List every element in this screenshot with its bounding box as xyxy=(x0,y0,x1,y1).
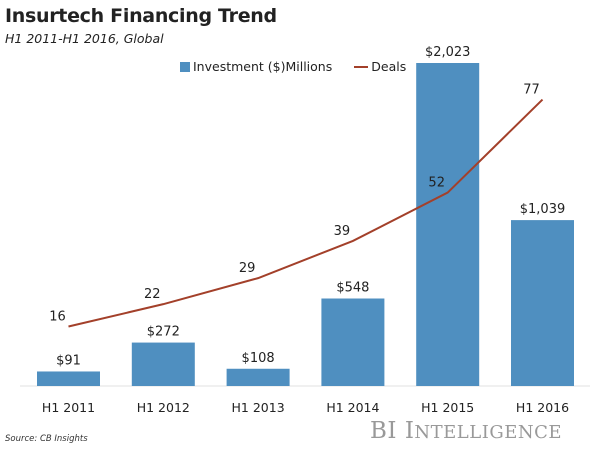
bar-label: $1,039 xyxy=(520,202,566,217)
legend-label-deals: Deals xyxy=(371,59,407,74)
bar-label: $91 xyxy=(56,353,81,368)
deals-label: 52 xyxy=(428,176,445,191)
bar-label: $272 xyxy=(147,325,180,340)
bar-label: $108 xyxy=(242,351,275,366)
bar-H1-2015 xyxy=(416,63,480,386)
bar-H1-2016 xyxy=(511,220,574,386)
bar-label: $2,023 xyxy=(425,45,471,60)
bar-H1-2014 xyxy=(321,298,385,386)
x-tick-label: H1 2012 xyxy=(137,400,190,415)
legend-swatch-investment xyxy=(180,61,190,72)
legend-label-investment: Investment ($)Millions xyxy=(193,59,333,74)
deals-label: 16 xyxy=(49,309,66,324)
x-tick-label: H1 2016 xyxy=(516,400,569,415)
legend-swatch-deals xyxy=(354,65,369,68)
deals-label: 22 xyxy=(144,287,161,302)
chart-title: Insurtech Financing Trend xyxy=(5,5,277,27)
source-note: Source: CB Insights xyxy=(5,434,88,444)
x-tick-label: H1 2013 xyxy=(232,400,285,415)
deals-label: 39 xyxy=(334,224,351,239)
legend: Investment ($)Millions Deals xyxy=(180,59,406,74)
x-tick-label: H1 2014 xyxy=(326,400,379,415)
x-tick-label: H1 2015 xyxy=(421,400,474,415)
brand-logo: BI INTELLIGENCE xyxy=(370,418,562,444)
deals-label: 29 xyxy=(239,261,256,276)
bar-H1-2012 xyxy=(131,342,195,386)
deals-label: 77 xyxy=(523,83,540,98)
x-tick-label: H1 2011 xyxy=(42,400,95,415)
bar-label: $548 xyxy=(336,281,369,296)
deals-line xyxy=(68,98,544,328)
chart-subtitle: H1 2011-H1 2016, Global xyxy=(5,31,164,46)
bar-H1-2013 xyxy=(226,368,290,386)
bar-H1-2011 xyxy=(37,371,100,386)
